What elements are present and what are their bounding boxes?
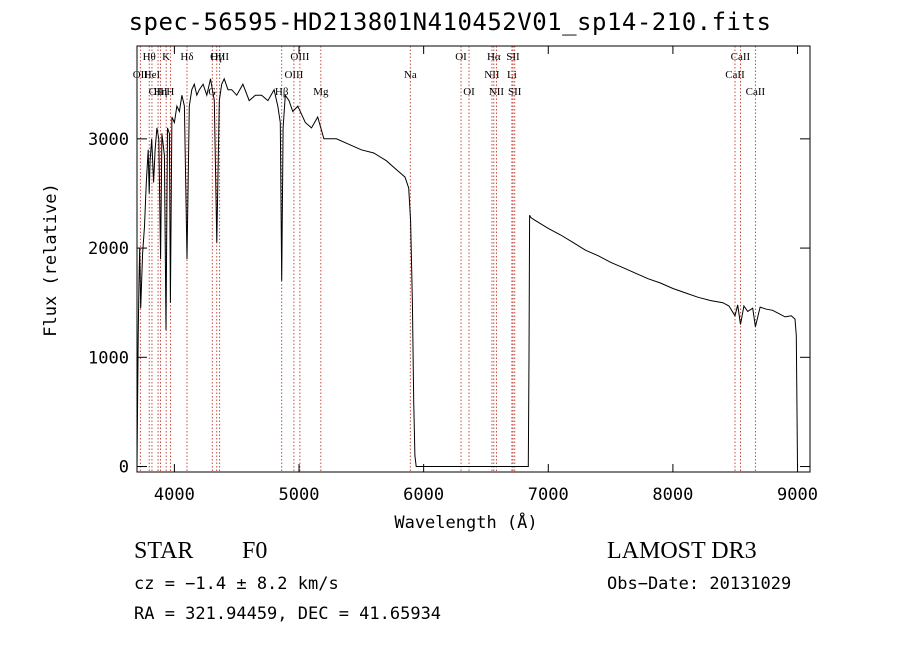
plot-frame — [136, 45, 811, 473]
line-label-6: Hη — [154, 86, 168, 98]
line-label-1: K — [162, 51, 170, 63]
x-tick-label: 7000 — [528, 485, 569, 505]
line-label-13: OIII — [290, 51, 309, 63]
x-tick-label: 4000 — [154, 485, 195, 505]
line-label-4: HeI — [144, 69, 161, 81]
line-label-5: OIII — [149, 86, 168, 98]
line-label-25: CaII — [731, 51, 751, 63]
x-tick-label: 9000 — [777, 485, 818, 505]
y-axis-ticks: 0 1000 2000 3000 — [88, 130, 810, 478]
line-label-17: OI — [463, 86, 475, 98]
y-axis-label: Flux (relative) — [41, 183, 61, 337]
line-label-9: Hγ — [210, 51, 223, 63]
y-tick-label: 1000 — [88, 348, 129, 368]
coordinates: RA = 321.94459, DEC = 41.65934 — [134, 604, 442, 624]
obs-date: Obs−Date: 20131029 — [607, 574, 792, 594]
line-label-22: Li — [507, 69, 517, 81]
line-label-11: Hβ — [275, 86, 289, 98]
x-axis-ticks: 4000 5000 6000 7000 8000 9000 — [154, 46, 818, 505]
line-label-20: NII — [489, 86, 505, 98]
line-label-7: H — [166, 86, 174, 98]
line-label-18: Hα — [487, 51, 501, 63]
spectral-line-markers — [139, 46, 756, 472]
line-label-0: Hθ — [143, 51, 156, 63]
object-class: STAR — [134, 538, 194, 564]
line-label-19: NII — [484, 69, 500, 81]
y-tick-label: 3000 — [88, 130, 129, 150]
y-tick-label: 2000 — [88, 239, 129, 259]
line-label-26: CaII — [746, 86, 766, 98]
line-label-12: OIII — [284, 69, 303, 81]
object-subclass: F0 — [242, 538, 268, 564]
line-label-15: Na — [404, 69, 417, 81]
line-label-14: Mg — [313, 86, 329, 98]
x-tick-label: 8000 — [652, 485, 693, 505]
line-label-24: CaII — [725, 69, 745, 81]
chart-title: spec-56595-HD213801N410452V01_sp14-210.f… — [128, 8, 772, 36]
line-label-10: OIII — [210, 51, 229, 63]
line-label-21: SII — [506, 51, 520, 63]
y-tick-label: 0 — [119, 458, 129, 478]
line-label-23: SII — [508, 86, 522, 98]
redshift-text: cz = −1.4 ± 8.2 km/s — [134, 574, 339, 594]
x-axis-label: Wavelength (Å) — [394, 511, 537, 533]
line-label-16: OI — [455, 51, 467, 63]
x-tick-label: 6000 — [403, 485, 444, 505]
line-label-2: Hδ — [180, 51, 193, 63]
flux-series-line — [136, 77, 798, 467]
x-tick-label: 5000 — [279, 485, 320, 505]
survey-name: LAMOST DR3 — [607, 538, 757, 564]
